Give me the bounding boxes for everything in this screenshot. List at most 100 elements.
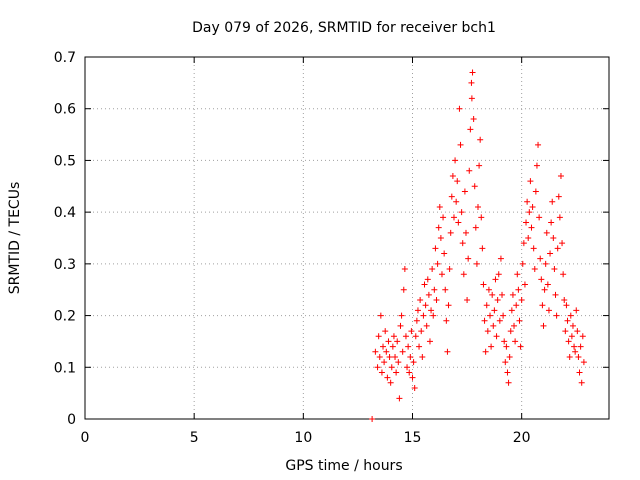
data-point	[418, 328, 425, 335]
data-point	[384, 374, 391, 381]
x-tick-label: 15	[404, 430, 422, 446]
data-point	[416, 343, 423, 350]
data-point	[520, 240, 527, 247]
data-point	[565, 338, 572, 345]
data-point	[421, 281, 428, 288]
data-point	[494, 297, 501, 304]
data-point	[555, 193, 562, 200]
data-point	[444, 348, 451, 355]
data-point	[435, 224, 442, 231]
data-point	[505, 379, 512, 386]
data-point	[397, 322, 404, 329]
data-point	[388, 364, 395, 371]
chart-title: Day 079 of 2026, SRMTID for receiver bch…	[192, 20, 496, 36]
y-tick-label: 0.4	[54, 205, 76, 221]
data-point	[471, 183, 478, 190]
data-point	[385, 338, 392, 345]
data-point	[528, 224, 535, 231]
data-point	[549, 198, 556, 205]
data-point	[488, 343, 495, 350]
data-point	[376, 353, 383, 360]
data-point	[568, 333, 575, 340]
data-point	[423, 322, 430, 329]
data-point	[470, 116, 477, 123]
data-point	[539, 302, 546, 309]
data-points	[369, 69, 587, 422]
data-point	[574, 328, 581, 335]
data-point	[411, 384, 418, 391]
data-point	[448, 193, 455, 200]
data-point	[478, 214, 485, 221]
data-point	[536, 214, 543, 221]
data-point	[399, 348, 406, 355]
data-point	[509, 291, 516, 298]
data-point	[573, 307, 580, 314]
data-point	[513, 302, 520, 309]
data-point	[578, 379, 585, 386]
data-point	[530, 245, 537, 252]
data-point	[437, 235, 444, 241]
data-point	[449, 172, 456, 179]
data-point	[559, 240, 566, 247]
data-point	[515, 286, 522, 293]
data-point	[497, 255, 504, 262]
data-point	[481, 317, 488, 324]
data-point	[389, 343, 396, 350]
data-point	[404, 364, 411, 371]
data-point	[511, 322, 518, 329]
data-point	[409, 374, 416, 381]
plot-frame	[84, 56, 610, 420]
data-point	[484, 328, 491, 335]
data-point	[579, 333, 586, 340]
data-point	[442, 286, 449, 293]
y-tick-label: 0.1	[54, 360, 76, 376]
data-point	[390, 333, 397, 340]
data-point	[446, 266, 453, 273]
data-point	[514, 271, 521, 278]
data-point	[406, 369, 413, 376]
data-point	[563, 302, 570, 309]
data-point	[426, 338, 433, 345]
data-point	[428, 307, 435, 314]
x-tick-label: 20	[513, 430, 531, 446]
data-point	[457, 141, 464, 148]
data-point	[398, 312, 405, 319]
y-tick-label: 0.5	[54, 153, 76, 169]
data-point	[407, 353, 414, 360]
data-point	[452, 157, 459, 164]
data-point	[464, 297, 471, 304]
data-point	[424, 276, 431, 283]
data-point	[533, 162, 540, 169]
data-point	[523, 219, 530, 226]
data-point	[405, 343, 412, 350]
y-tick-label: 0.3	[54, 257, 76, 273]
x-tick-label: 5	[190, 430, 199, 446]
data-point	[387, 379, 394, 386]
data-point	[458, 209, 465, 216]
data-point	[566, 353, 573, 360]
x-tick-label: 10	[294, 430, 312, 446]
data-point	[544, 281, 551, 288]
data-point	[541, 286, 548, 293]
data-point	[493, 333, 500, 340]
data-point	[557, 172, 564, 179]
data-point	[502, 359, 509, 366]
data-point	[543, 229, 550, 236]
data-point	[552, 291, 559, 298]
data-point	[571, 343, 578, 350]
data-point	[430, 312, 437, 319]
data-point	[527, 178, 534, 185]
data-point	[402, 333, 409, 340]
data-point	[460, 271, 467, 278]
data-point	[412, 333, 419, 340]
data-point	[542, 260, 549, 267]
y-axis-label: SRMTID / TECUs	[7, 182, 23, 295]
data-point	[516, 317, 523, 324]
data-point	[567, 312, 574, 319]
data-point	[401, 266, 408, 273]
data-point	[456, 105, 463, 112]
data-point	[547, 250, 554, 257]
data-point	[472, 224, 479, 231]
y-tick-label: 0.2	[54, 309, 76, 325]
